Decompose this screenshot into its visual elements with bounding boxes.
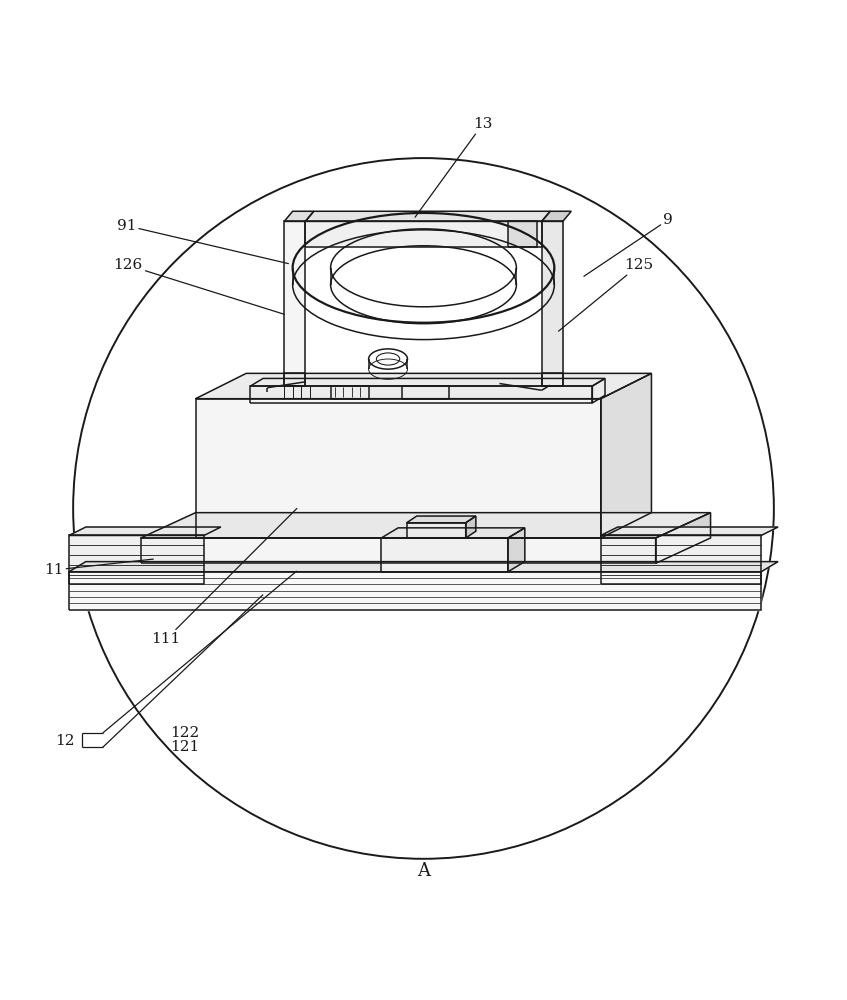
Polygon shape	[402, 386, 449, 399]
Text: 111: 111	[152, 508, 296, 646]
Polygon shape	[251, 378, 605, 386]
Text: A: A	[417, 862, 430, 880]
Text: 11: 11	[44, 559, 153, 577]
Text: 125: 125	[558, 258, 653, 331]
Polygon shape	[305, 221, 542, 247]
Polygon shape	[251, 386, 592, 403]
Polygon shape	[407, 523, 466, 538]
Polygon shape	[542, 221, 562, 386]
Polygon shape	[196, 399, 601, 538]
Polygon shape	[305, 211, 551, 221]
Polygon shape	[381, 528, 525, 538]
Polygon shape	[196, 373, 651, 399]
Polygon shape	[601, 527, 778, 535]
Text: 126: 126	[113, 258, 285, 314]
Polygon shape	[407, 516, 476, 523]
Text: 91: 91	[117, 219, 289, 264]
Text: 122: 122	[170, 726, 200, 740]
Polygon shape	[285, 221, 305, 386]
Polygon shape	[141, 538, 656, 563]
Polygon shape	[592, 378, 605, 403]
Polygon shape	[69, 562, 778, 572]
Polygon shape	[69, 572, 761, 610]
Polygon shape	[69, 535, 204, 584]
Polygon shape	[542, 211, 571, 221]
Polygon shape	[381, 538, 508, 572]
Text: 12: 12	[55, 734, 75, 748]
Polygon shape	[141, 513, 711, 538]
Polygon shape	[330, 386, 368, 399]
Text: 121: 121	[170, 740, 200, 754]
Polygon shape	[601, 535, 761, 584]
Polygon shape	[656, 513, 711, 563]
Polygon shape	[69, 527, 221, 535]
Polygon shape	[508, 221, 538, 247]
Polygon shape	[508, 528, 525, 572]
Text: 13: 13	[415, 117, 492, 217]
Polygon shape	[466, 516, 476, 538]
Polygon shape	[285, 211, 313, 221]
Polygon shape	[601, 373, 651, 538]
Text: 9: 9	[584, 213, 673, 276]
